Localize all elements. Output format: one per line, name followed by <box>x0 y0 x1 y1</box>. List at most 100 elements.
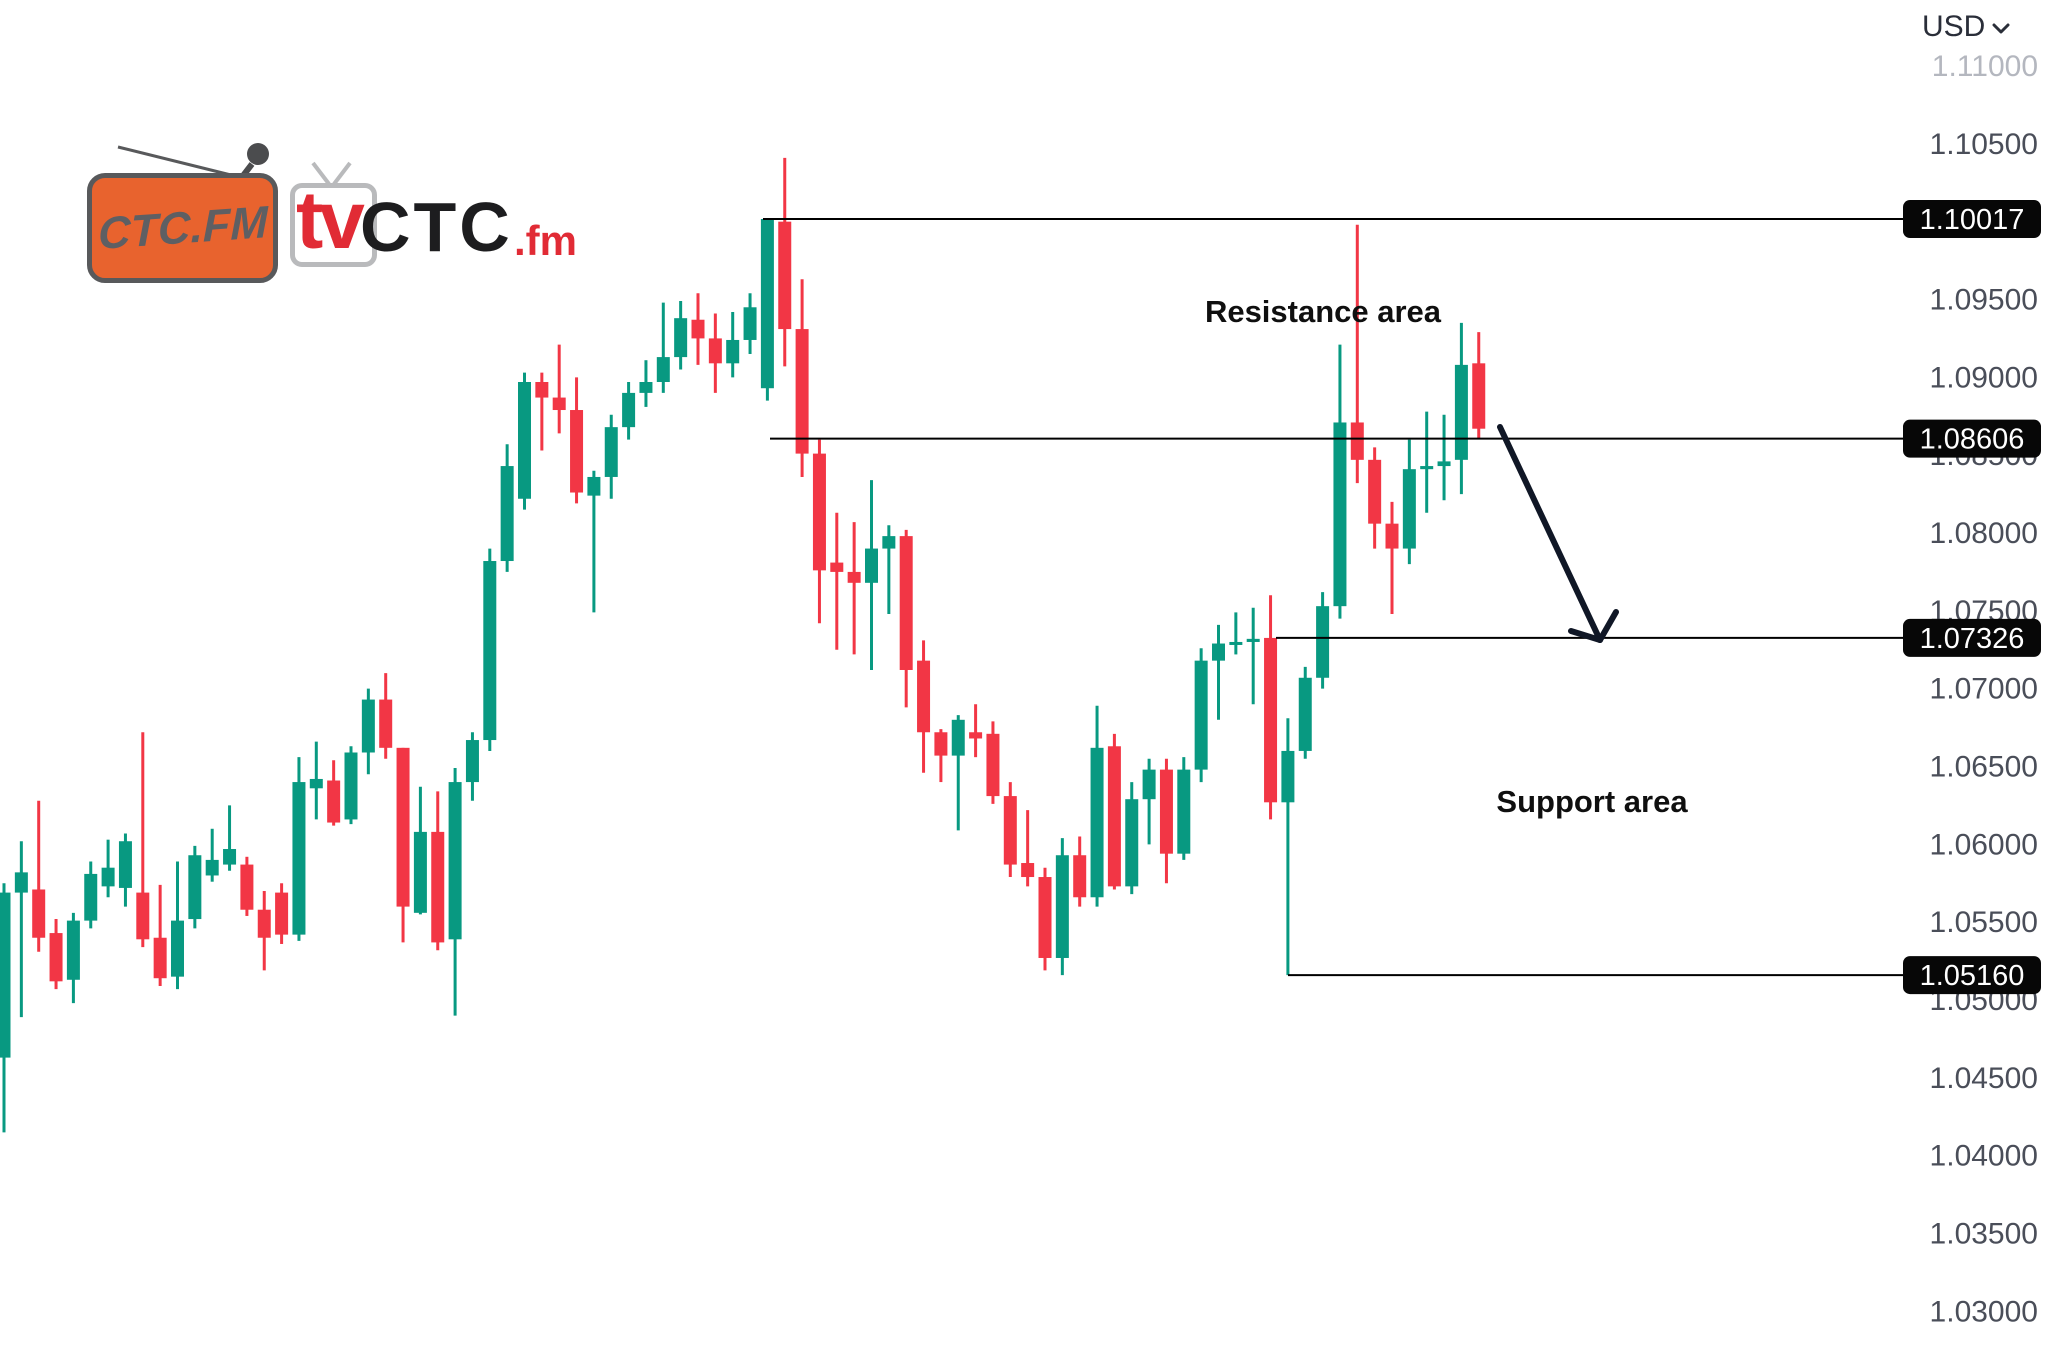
candle-body <box>1281 750 1295 803</box>
candle-body <box>812 453 826 571</box>
currency-dropdown[interactable]: USD <box>1922 10 2010 44</box>
candle-body <box>379 699 393 748</box>
candle-body <box>1298 677 1312 751</box>
candle-body <box>1472 363 1486 429</box>
resistance-area-label: Resistance area <box>1205 294 1442 329</box>
candle-body <box>535 382 549 398</box>
candle-body <box>1038 877 1052 958</box>
candle-body <box>1159 769 1173 854</box>
candle-body <box>49 933 63 982</box>
candle-body <box>969 732 983 739</box>
candle-body <box>500 466 514 562</box>
price-badge-label: 1.10017 <box>1920 204 2025 236</box>
candle-body <box>1107 746 1121 887</box>
tvctc-logo-ctc: CTC <box>360 188 513 266</box>
candle-body <box>778 221 792 330</box>
candle-body <box>118 841 132 888</box>
tvctc-logo-tv: tv <box>296 175 365 266</box>
candle-body <box>1021 863 1035 878</box>
price-badge-label: 1.07326 <box>1920 623 2025 655</box>
candle-body <box>708 338 722 364</box>
candle-body <box>604 427 618 477</box>
axis-tick-label: 1.05500 <box>1930 906 2038 939</box>
candle-body <box>1212 643 1225 661</box>
candle-body <box>1246 638 1260 642</box>
candle-body <box>292 782 306 935</box>
candle-body <box>1316 606 1330 678</box>
candle-body <box>223 849 237 865</box>
candle-body <box>1003 796 1017 865</box>
candle-body <box>795 329 809 454</box>
candle-body <box>1125 799 1139 887</box>
candle-body <box>865 548 878 583</box>
candle-body <box>465 740 479 783</box>
candle-body <box>483 561 497 741</box>
axis-tick-label: 1.07000 <box>1930 673 2038 706</box>
candle-body <box>1090 747 1104 898</box>
candle-body <box>448 782 462 940</box>
axis-tick-label: 1.06000 <box>1930 828 2038 861</box>
candle-body <box>1073 855 1087 898</box>
candle-body <box>951 719 965 756</box>
trend-arrow-head <box>1568 628 1603 643</box>
price-badge[interactable] <box>1903 956 2041 995</box>
candle-body <box>726 339 740 364</box>
candle-body <box>1177 769 1191 854</box>
tvctc-logo: tv CTC .fm <box>290 160 720 290</box>
candle-body <box>917 660 931 733</box>
candle-body <box>101 867 115 887</box>
candle-body <box>1454 364 1468 460</box>
price-badge[interactable] <box>1903 200 2041 239</box>
axis-tick-label: 1.04000 <box>1930 1140 2038 1173</box>
candle-body <box>899 536 913 670</box>
axis-tick-label: 1.04500 <box>1930 1062 2038 1095</box>
candle-body <box>0 892 11 1058</box>
candle-body <box>674 318 688 358</box>
candle-body <box>1194 660 1208 770</box>
candle-body <box>136 892 150 940</box>
price-badge[interactable] <box>1903 618 2041 657</box>
price-badge-label: 1.08606 <box>1920 424 2025 456</box>
candle-body <box>413 831 427 913</box>
axis-tick-label: 1.09500 <box>1930 283 2038 316</box>
candle-body <box>396 747 410 907</box>
currency-label[interactable]: USD <box>1922 10 1986 43</box>
candle-body <box>1402 469 1416 549</box>
axis-tick-label: 1.09000 <box>1930 361 2038 394</box>
candle-body <box>431 831 445 943</box>
price-badge-label: 1.05160 <box>1920 960 2025 992</box>
support-area-label: Support area <box>1496 784 1688 819</box>
candle-body <box>188 855 202 920</box>
axis-tick-label: 1.03000 <box>1930 1295 2038 1328</box>
axis-tick-label: 1.11000 <box>1932 50 2038 83</box>
candle-body <box>743 307 757 340</box>
candle-body <box>1264 637 1278 803</box>
trend-arrow-shaft[interactable] <box>1497 424 1603 643</box>
candle-body <box>205 859 219 876</box>
candle-body <box>275 892 289 935</box>
candle-body <box>309 778 323 789</box>
candle-body <box>830 562 844 572</box>
candle-body <box>934 732 948 756</box>
candle-body <box>1333 422 1347 607</box>
candle-body <box>847 571 861 583</box>
axis-tick-label: 1.03500 <box>1930 1218 2038 1251</box>
candle-body <box>1142 769 1156 800</box>
chevron-down-icon <box>1992 23 2010 34</box>
candle-body <box>1368 459 1382 524</box>
axis-tick-label: 1.06500 <box>1930 751 2038 784</box>
candle-body <box>587 476 601 496</box>
candle-body <box>882 536 896 549</box>
candle-body <box>656 357 670 383</box>
candle-body <box>14 872 28 893</box>
candle-body <box>1055 855 1069 958</box>
candle-body <box>32 889 46 938</box>
candle-body <box>344 752 358 820</box>
candle-body <box>1385 523 1399 549</box>
trend-arrow-head <box>1597 609 1619 643</box>
price-badge[interactable] <box>1903 419 2041 458</box>
candle-body <box>240 864 254 910</box>
ctcfm-logo-box: CTC.FM <box>87 173 278 283</box>
candle-body <box>986 733 1000 797</box>
